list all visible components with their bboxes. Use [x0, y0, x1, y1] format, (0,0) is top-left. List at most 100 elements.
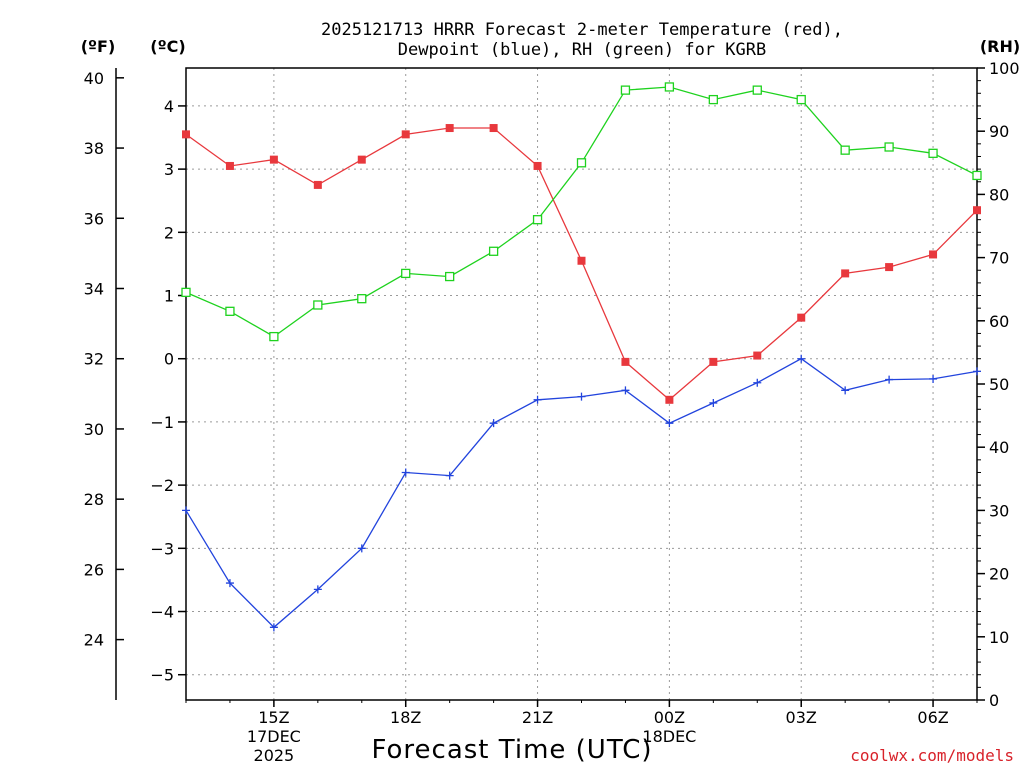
x-tick-label: 15Z — [258, 708, 289, 727]
rh-point — [708, 94, 718, 105]
temperature-point — [489, 124, 498, 133]
dewpoint-point — [269, 623, 278, 632]
dewpoint-point — [929, 374, 938, 383]
temperature-point — [533, 161, 542, 170]
rh-line — [185, 86, 978, 338]
celsius-tick-label: −1 — [150, 413, 174, 432]
temperature-point — [797, 313, 806, 322]
dewpoint-point — [401, 468, 410, 477]
x-tick-label: 18Z — [390, 708, 421, 727]
rh-point — [357, 294, 367, 304]
rh-point — [884, 142, 894, 152]
celsius-tick-label: 4 — [164, 97, 174, 116]
temperature-point — [225, 161, 234, 170]
dewpoint-point — [357, 544, 366, 553]
rh-tick-label: 10 — [989, 628, 1009, 647]
rh-point — [928, 148, 938, 158]
dewpoint-point — [445, 471, 454, 480]
x-tick-label: 18DEC — [642, 727, 696, 746]
x-tick-label: 2025 — [254, 746, 295, 765]
rh-point — [445, 271, 455, 282]
fahrenheit-tick-label: 34 — [84, 279, 104, 298]
fahrenheit-tick-label: 38 — [84, 139, 104, 158]
x-axis-label: Forecast Time (UTC) — [371, 735, 652, 765]
rh-point — [225, 306, 235, 316]
rh-tick-label: 90 — [989, 122, 1009, 141]
celsius-tick-label: 3 — [164, 160, 174, 179]
temperature-point — [621, 357, 630, 366]
rh-point — [532, 215, 543, 225]
temperature-point — [313, 180, 322, 189]
rh-point — [488, 246, 499, 256]
temperature-point — [357, 155, 366, 164]
dewpoint-point — [841, 386, 850, 395]
dewpoint-point — [533, 395, 542, 404]
temperature-point — [929, 250, 938, 259]
dewpoint-point — [313, 585, 322, 594]
rh-point — [576, 158, 587, 168]
dewpoint-point — [885, 375, 894, 384]
x-tick-label: 21Z — [522, 708, 553, 727]
temperature-point — [577, 256, 586, 265]
rh-tick-label: 30 — [989, 501, 1009, 520]
rh-point — [664, 82, 675, 92]
rh-tick-label: 50 — [989, 375, 1009, 394]
temperature-point — [841, 269, 850, 278]
chart-title-line-1: 2025121713 HRRR Forecast 2-meter Tempera… — [321, 20, 843, 40]
fahrenheit-tick-label: 36 — [84, 209, 104, 228]
temperature-point — [709, 357, 718, 366]
rh-point — [620, 85, 631, 95]
fahrenheit-tick-label: 24 — [84, 631, 104, 650]
fahrenheit-tick-label: 26 — [84, 560, 104, 579]
dewpoint-point — [225, 579, 234, 588]
celsius-tick-label: 1 — [164, 287, 174, 306]
rh-tick-label: 80 — [989, 185, 1009, 204]
temperature-point — [665, 395, 674, 404]
temperature-point — [182, 130, 190, 139]
celsius-tick-label: −3 — [150, 539, 174, 558]
celsius-axis-unit: (ºC) — [150, 37, 185, 56]
dewpoint-point — [489, 419, 498, 428]
x-tick-label: 06Z — [917, 708, 948, 727]
dewpoint-point — [753, 378, 762, 387]
x-tick-label: 03Z — [786, 708, 817, 727]
celsius-tick-label: 2 — [164, 223, 174, 242]
credit-link[interactable]: coolwx.com/models — [850, 746, 1014, 765]
dewpoint-point — [621, 386, 630, 395]
rh-point — [401, 268, 411, 279]
rh-axis-unit: (RH) — [980, 37, 1020, 56]
axes — [115, 67, 978, 701]
fahrenheit-tick-label: 40 — [84, 69, 104, 88]
fahrenheit-tick-label: 28 — [84, 490, 104, 509]
fahrenheit-tick-label: 32 — [84, 350, 104, 369]
celsius-tick-label: −4 — [150, 603, 174, 622]
rh-point — [269, 331, 279, 342]
rh-point — [796, 94, 806, 105]
rh-tick-label: 20 — [989, 565, 1009, 584]
dewpoint-point — [709, 398, 718, 407]
dewpoint-point — [973, 367, 981, 376]
temperature-point — [753, 351, 762, 360]
chart-title-line-2: Dewpoint (blue), RH (green) for KGRB — [398, 40, 766, 60]
celsius-tick-label: −5 — [150, 666, 174, 685]
rh-tick-label: 70 — [989, 249, 1009, 268]
dewpoint-point — [182, 506, 190, 515]
rh-point — [752, 85, 762, 95]
celsius-tick-label: 0 — [164, 350, 174, 369]
rh-point — [313, 300, 323, 310]
rh-point — [840, 145, 850, 155]
fahrenheit-tick-label: 30 — [84, 420, 104, 439]
rh-tick-label: 100 — [989, 59, 1020, 78]
temperature-point — [445, 124, 454, 133]
dewpoint-point — [665, 419, 674, 428]
rh-tick-label: 40 — [989, 438, 1009, 457]
temperature-point — [973, 206, 981, 215]
temperature-point — [885, 263, 894, 272]
data-series — [181, 82, 982, 632]
x-tick-label: 17DEC — [247, 727, 301, 746]
fahrenheit-axis-unit: (ºF) — [81, 37, 116, 56]
temperature-point — [401, 130, 410, 139]
rh-point — [972, 170, 982, 181]
